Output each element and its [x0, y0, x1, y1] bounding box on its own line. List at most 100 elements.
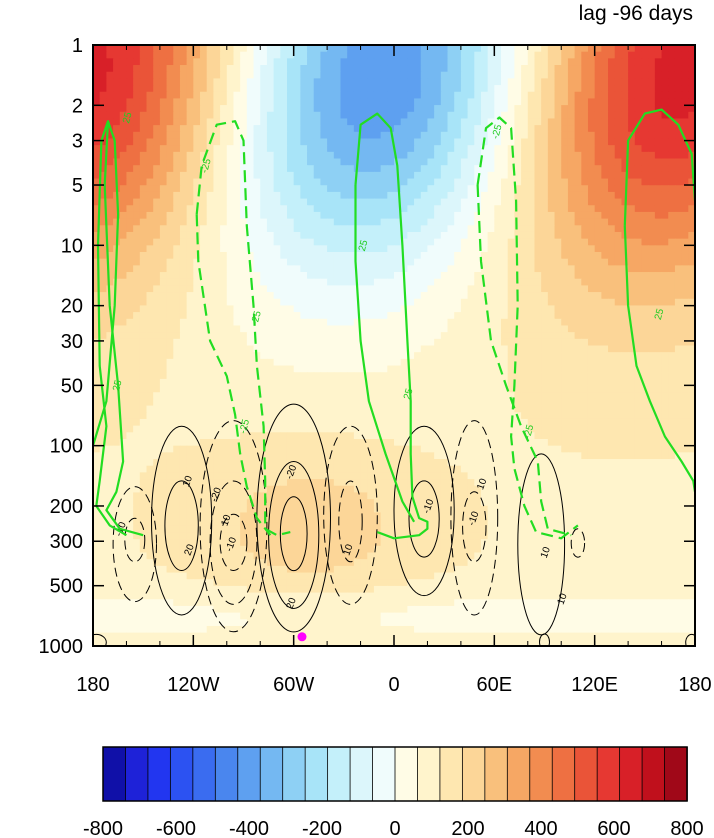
field-cell	[367, 305, 375, 313]
field-cell	[340, 45, 348, 53]
field-cell	[434, 372, 442, 380]
field-cell	[440, 372, 449, 380]
field-cell	[220, 238, 228, 246]
field-cell	[634, 398, 643, 407]
field-cell	[601, 265, 609, 273]
field-cell	[260, 238, 268, 246]
field-cell	[133, 272, 141, 280]
field-cell	[119, 78, 128, 86]
field-cell	[507, 298, 515, 307]
field-cell	[407, 165, 415, 173]
field-cell	[507, 318, 515, 327]
field-cell	[300, 125, 308, 133]
field-cell	[347, 111, 355, 120]
field-cell	[347, 352, 355, 360]
field-cell	[266, 365, 275, 373]
field-cell	[300, 231, 308, 240]
field-cell	[547, 325, 556, 333]
field-cell	[668, 372, 676, 380]
field-cell	[541, 131, 549, 140]
field-cell	[280, 252, 288, 260]
field-cell	[541, 111, 549, 120]
field-cell	[460, 105, 469, 113]
field-cell	[226, 318, 235, 327]
field-cell	[293, 258, 301, 266]
field-cell	[507, 58, 515, 66]
field-cell	[487, 198, 495, 206]
field-cell	[280, 138, 288, 146]
field-cell	[394, 225, 402, 233]
field-cell	[186, 292, 194, 300]
field-cell	[561, 91, 569, 100]
field-cell	[93, 171, 101, 180]
field-cell	[467, 265, 475, 273]
field-cell	[206, 125, 214, 133]
field-cell	[380, 65, 388, 73]
field-cell	[487, 258, 495, 266]
field-cell	[200, 252, 208, 260]
field-cell	[387, 392, 395, 400]
field-cell	[427, 198, 435, 206]
field-cell	[347, 292, 355, 300]
field-cell	[260, 385, 268, 393]
field-cell	[608, 178, 616, 186]
field-cell	[253, 151, 261, 160]
field-cell	[614, 191, 623, 200]
field-cell	[106, 278, 114, 286]
field-cell	[146, 272, 154, 280]
field-cell	[99, 125, 107, 133]
field-cell	[594, 272, 602, 280]
field-cell	[260, 292, 268, 300]
field-cell	[373, 332, 382, 340]
field-cell	[394, 292, 402, 300]
field-cell	[621, 51, 629, 59]
field-cell	[353, 325, 362, 333]
field-cell	[668, 225, 676, 233]
field-cell	[400, 398, 408, 407]
field-cell	[320, 45, 328, 53]
field-cell	[414, 372, 422, 380]
field-cell	[387, 318, 395, 327]
field-cell	[487, 65, 495, 73]
field-cell	[333, 118, 342, 126]
field-cell	[253, 265, 261, 273]
field-cell	[327, 372, 335, 380]
field-cell	[601, 118, 609, 126]
field-cell	[447, 125, 455, 133]
field-cell	[320, 105, 328, 113]
field-cell	[581, 78, 589, 86]
field-cell	[173, 78, 181, 86]
field-cell	[601, 98, 609, 106]
field-cell	[587, 71, 596, 79]
field-cell	[300, 292, 308, 300]
field-cell	[594, 185, 602, 193]
field-cell	[420, 372, 429, 380]
field-cell	[567, 318, 576, 327]
field-cell	[266, 338, 275, 347]
field-cell	[454, 318, 462, 327]
field-cell	[581, 352, 589, 360]
field-cell	[153, 325, 161, 333]
field-cell	[373, 78, 382, 86]
field-cell	[447, 145, 455, 153]
field-cell	[554, 158, 562, 166]
field-cell	[648, 125, 656, 133]
field-cell	[581, 258, 589, 266]
field-cell	[360, 378, 368, 387]
field-cell	[220, 405, 228, 413]
field-cell	[454, 285, 462, 293]
field-cell	[547, 332, 556, 340]
field-cell	[253, 312, 261, 320]
field-cell	[333, 385, 342, 393]
field-cell	[133, 252, 141, 260]
field-cell	[179, 345, 188, 353]
field-cell	[240, 338, 248, 347]
field-cell	[634, 51, 643, 59]
field-cell	[307, 185, 315, 193]
field-cell	[347, 71, 355, 79]
field-cell	[166, 318, 174, 327]
field-cell	[99, 352, 107, 360]
field-cell	[447, 58, 455, 66]
field-cell	[454, 51, 462, 59]
field-cell	[166, 332, 174, 340]
